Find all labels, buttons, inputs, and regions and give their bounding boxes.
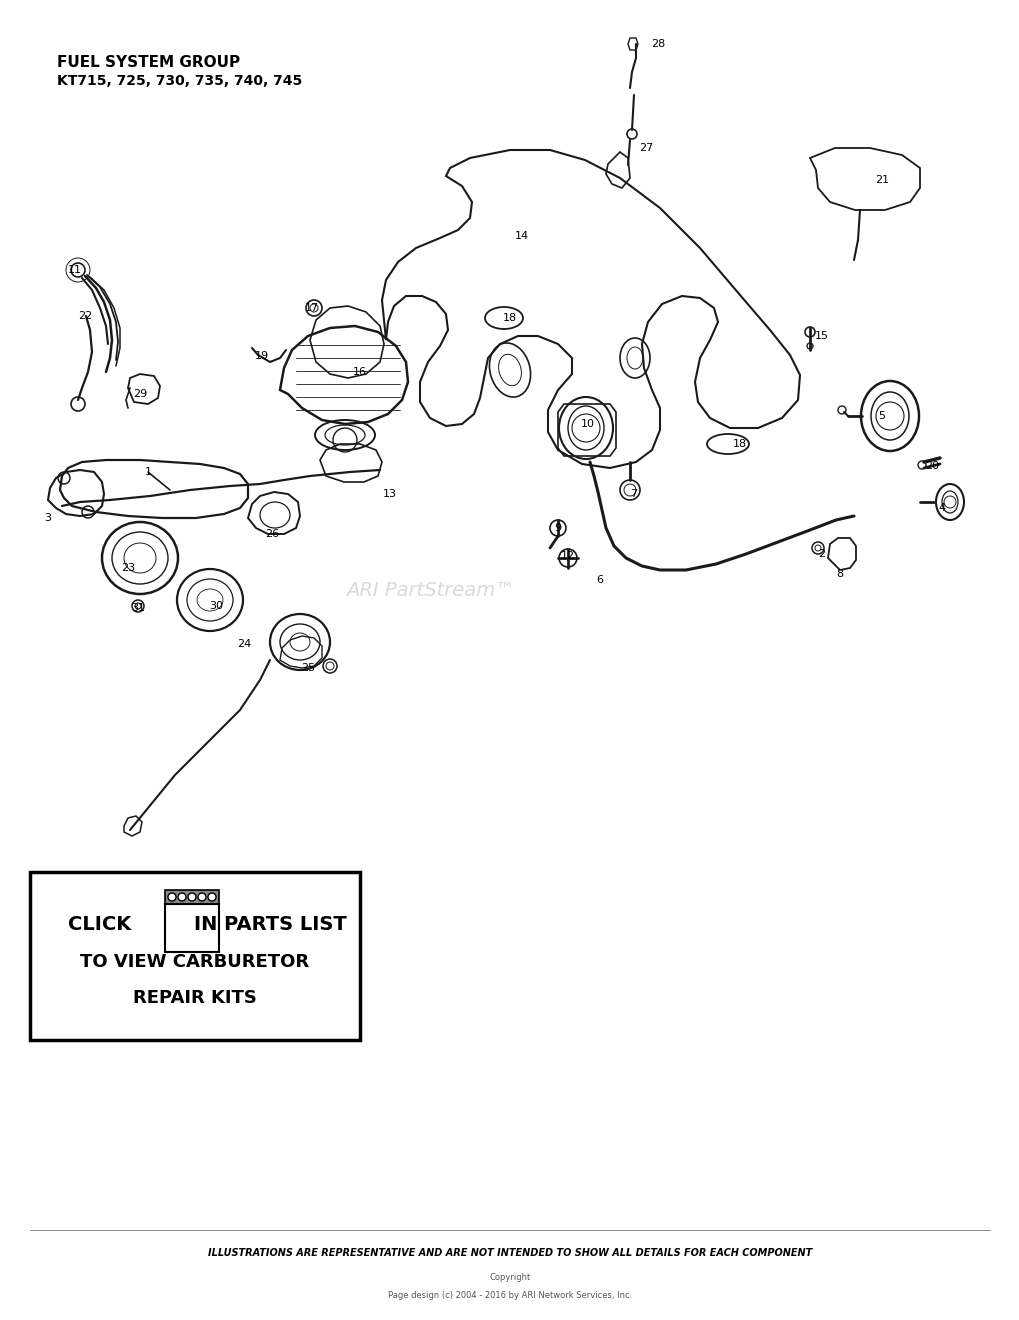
Text: 18: 18 (502, 313, 517, 323)
Text: 15: 15 (814, 331, 828, 341)
Text: 29: 29 (132, 389, 147, 399)
Text: 12: 12 (560, 550, 575, 561)
Bar (165, 904, 219, 952)
Text: 22: 22 (77, 312, 92, 321)
Circle shape (178, 894, 185, 902)
Text: 14: 14 (515, 231, 529, 242)
Text: KT715, 725, 730, 735, 740, 745: KT715, 725, 730, 735, 740, 745 (57, 74, 302, 88)
Text: 16: 16 (353, 367, 367, 378)
Text: 18: 18 (733, 440, 746, 449)
Text: 30: 30 (209, 601, 223, 611)
Text: 3: 3 (45, 513, 51, 523)
Bar (30, 873, 360, 1040)
Text: 24: 24 (236, 639, 251, 649)
Text: 19: 19 (255, 351, 269, 360)
Text: IN PARTS LIST: IN PARTS LIST (194, 915, 346, 933)
Text: 25: 25 (301, 663, 315, 673)
Text: ARI PartStream™: ARI PartStream™ (345, 581, 514, 599)
Text: 11: 11 (68, 265, 82, 275)
Text: 2: 2 (817, 549, 824, 558)
Circle shape (187, 894, 196, 902)
Text: 26: 26 (265, 529, 279, 539)
Text: 21: 21 (874, 176, 889, 185)
Circle shape (198, 894, 206, 902)
Text: Copyright: Copyright (489, 1274, 530, 1283)
Text: ILLUSTRATIONS ARE REPRESENTATIVE AND ARE NOT INTENDED TO SHOW ALL DETAILS FOR EA: ILLUSTRATIONS ARE REPRESENTATIVE AND ARE… (208, 1247, 811, 1258)
Text: Page design (c) 2004 - 2016 by ARI Network Services, Inc.: Page design (c) 2004 - 2016 by ARI Netwo… (387, 1291, 632, 1299)
Text: 10: 10 (581, 418, 594, 429)
Text: 23: 23 (121, 564, 135, 573)
Text: 17: 17 (305, 304, 319, 313)
Text: 28: 28 (650, 40, 664, 49)
Text: 31: 31 (130, 603, 145, 612)
Text: 4: 4 (937, 503, 945, 513)
Text: 27: 27 (638, 143, 652, 153)
Text: 7: 7 (630, 488, 637, 499)
Text: 13: 13 (382, 488, 396, 499)
Bar (165, 890, 219, 904)
Circle shape (168, 894, 176, 902)
Text: 1: 1 (145, 467, 152, 477)
Text: FUEL SYSTEM GROUP: FUEL SYSTEM GROUP (57, 55, 239, 70)
Text: 5: 5 (877, 411, 884, 421)
Text: 9: 9 (554, 523, 561, 533)
Text: 6: 6 (596, 576, 603, 585)
Text: REPAIR KITS: REPAIR KITS (132, 989, 257, 1007)
Text: 20: 20 (924, 461, 938, 471)
Circle shape (208, 894, 216, 902)
Text: TO VIEW CARBURETOR: TO VIEW CARBURETOR (81, 953, 309, 972)
Text: CLICK: CLICK (68, 915, 131, 933)
Text: 8: 8 (836, 569, 843, 579)
